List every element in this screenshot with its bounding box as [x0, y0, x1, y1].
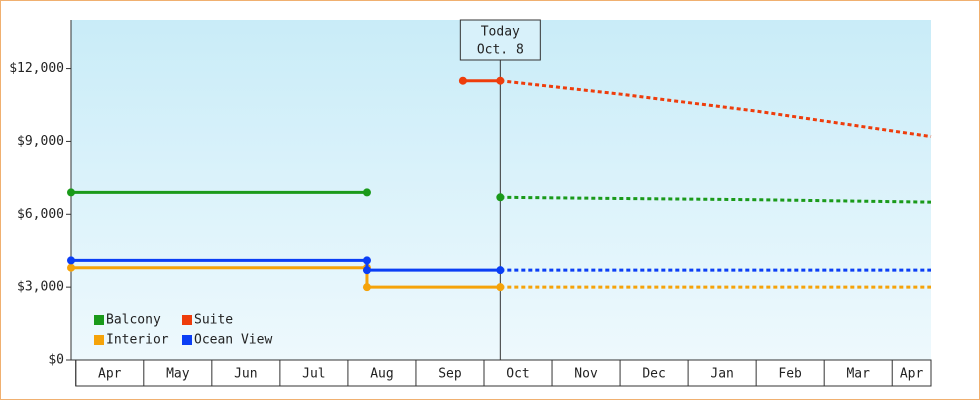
x-tick-label: Nov: [574, 367, 598, 382]
x-tick-label: Sep: [438, 367, 462, 382]
legend-swatch: [94, 335, 104, 345]
legend-swatch: [94, 315, 104, 325]
legend-swatch: [182, 335, 192, 345]
x-tick-label: Jun: [234, 367, 257, 382]
price-point: [67, 256, 75, 265]
price-point: [496, 266, 505, 275]
forecast-line: [500, 195, 932, 204]
x-tick-label: Apr: [900, 367, 924, 382]
x-tick-label: Aug: [370, 367, 393, 382]
price-line: [71, 266, 501, 289]
x-tick-label: Dec: [642, 367, 665, 382]
price-line: [71, 258, 501, 272]
today-label: Today: [481, 25, 520, 40]
plot-area: [71, 20, 931, 360]
price-point: [496, 76, 505, 85]
price-point: [362, 188, 371, 197]
y-tick-label: $3,000: [17, 280, 64, 295]
x-tick-label: May: [166, 367, 190, 382]
x-tick-label: Apr: [98, 367, 122, 382]
price-point: [496, 283, 505, 292]
x-tick-label: Mar: [846, 367, 870, 382]
legend-label: Ocean View: [194, 333, 272, 348]
forecast-line: [500, 79, 932, 139]
y-tick-label: $0: [48, 353, 64, 368]
y-tick-label: $12,000: [9, 61, 64, 76]
today-label: Oct. 8: [477, 43, 524, 58]
legend-label: Interior: [106, 333, 169, 348]
x-axis-band: [75, 359, 932, 387]
price-point: [67, 188, 75, 197]
y-tick-label: $9,000: [17, 134, 64, 149]
price-point: [496, 193, 505, 202]
today-box: [459, 19, 541, 61]
legend-label: Suite: [194, 313, 233, 328]
price-point: [362, 256, 371, 265]
x-tick-label: Oct: [506, 367, 529, 382]
price-point: [458, 76, 467, 85]
x-tick-label: Jan: [710, 367, 733, 382]
x-tick-label: Feb: [778, 367, 802, 382]
price-point: [362, 283, 371, 292]
legend-swatch: [182, 315, 192, 325]
price-point: [362, 266, 371, 275]
legend-label: Balcony: [106, 313, 161, 328]
y-tick-label: $6,000: [17, 207, 64, 222]
x-tick-label: Jul: [302, 367, 325, 382]
price-point: [67, 263, 75, 272]
